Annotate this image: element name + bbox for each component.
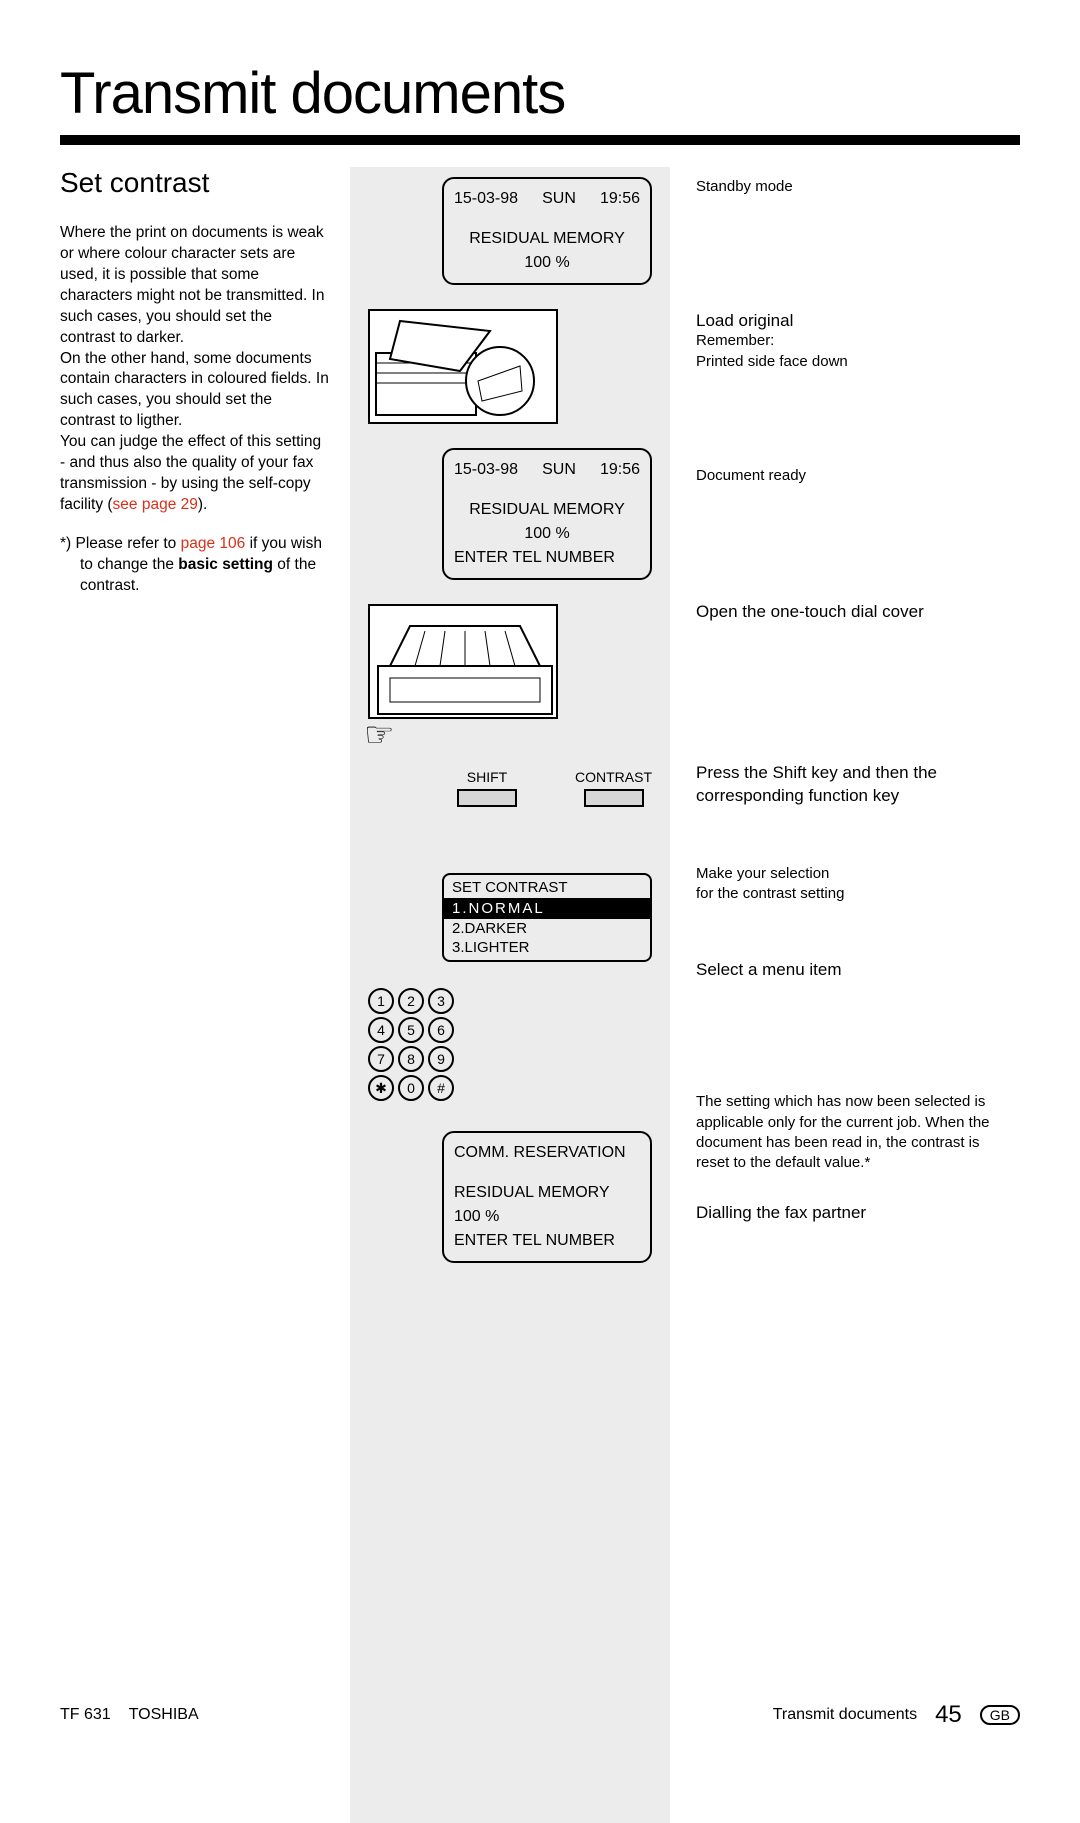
footer-section: Transmit documents [773, 1706, 917, 1724]
pointing-hand-icon: ☞ [364, 715, 394, 755]
shift-key-label: SHIFT [467, 769, 507, 785]
step-dialling: Dialling the fax partner [696, 1203, 990, 1223]
page-footer: TF 631 TOSHIBA Transmit documents 45 GB [60, 1701, 1020, 1729]
footer-language-badge: GB [980, 1705, 1020, 1725]
step-load-original: Load original [696, 311, 990, 331]
keypad-key-8[interactable]: 8 [398, 1046, 424, 1072]
page-title: Transmit documents [60, 60, 1020, 127]
footnote: *) Please refer to page 106 if you wish … [60, 534, 330, 597]
lcd-set-contrast: SET CONTRAST 1.NORMAL 2.DARKER 3.LIGHTER [442, 873, 652, 962]
step-press-shift: Press the Shift key and then the corresp… [696, 762, 990, 808]
keypad-key-2[interactable]: 2 [398, 988, 424, 1014]
note-printed-side: Printed side face down [696, 352, 990, 372]
contrast-option-lighter[interactable]: 3.LIGHTER [444, 938, 650, 960]
section-heading: Set contrast [60, 167, 330, 199]
keypad-key-6[interactable]: 6 [428, 1017, 454, 1043]
page-106-link[interactable]: page 106 [181, 535, 246, 552]
footer-brand: TOSHIBA [129, 1706, 199, 1724]
step-select-menu: Select a menu item [696, 960, 990, 980]
intro-para-1: Where the print on documents is weak or … [60, 223, 330, 349]
intro-para-3: You can judge the effect of this setting… [60, 432, 330, 516]
illustration-open-cover [368, 604, 558, 719]
note-make-selection-2: for the contrast setting [696, 884, 990, 904]
illustration-load-original [368, 309, 558, 424]
lcd-comm-reservation: COMM. RESERVATION RESIDUAL MEMORY 100 % … [442, 1131, 652, 1263]
note-remember: Remember: [696, 331, 990, 351]
shift-key[interactable] [457, 789, 517, 807]
contrast-key[interactable] [584, 789, 644, 807]
step-open-cover: Open the one-touch dial cover [696, 602, 990, 622]
keypad-key-1[interactable]: 1 [368, 988, 394, 1014]
keypad-key-9[interactable]: 9 [428, 1046, 454, 1072]
keypad-key-3[interactable]: 3 [428, 988, 454, 1014]
note-make-selection-1: Make your selection [696, 864, 990, 884]
lcd-document-ready: 15-03-98 SUN 19:56 RESIDUAL MEMORY 100 %… [442, 448, 652, 580]
keypad-key-0[interactable]: 0 [398, 1075, 424, 1101]
contrast-key-label: CONTRAST [575, 769, 652, 785]
note-setting-reset: The setting which has now been selected … [696, 1092, 990, 1173]
footer-page-number: 45 [935, 1701, 962, 1729]
keypad-key-✱[interactable]: ✱ [368, 1075, 394, 1101]
title-rule [60, 135, 1020, 145]
contrast-option-darker[interactable]: 2.DARKER [444, 919, 650, 938]
keypad-key-7[interactable]: 7 [368, 1046, 394, 1072]
see-page-29-link[interactable]: see page 29 [113, 496, 198, 513]
contrast-option-normal[interactable]: 1.NORMAL [444, 898, 650, 919]
note-standby: Standby mode [696, 177, 990, 197]
keypad-key-4[interactable]: 4 [368, 1017, 394, 1043]
note-document-ready: Document ready [696, 466, 990, 486]
keypad-key-#[interactable]: # [428, 1075, 454, 1101]
intro-para-2: On the other hand, some documents contai… [60, 349, 330, 433]
keypad-key-5[interactable]: 5 [398, 1017, 424, 1043]
lcd-standby: 15-03-98 SUN 19:56 RESIDUAL MEMORY 100 % [442, 177, 652, 285]
numeric-keypad: 123 456 789 ✱0# [368, 988, 462, 1101]
footer-model: TF 631 [60, 1706, 111, 1724]
